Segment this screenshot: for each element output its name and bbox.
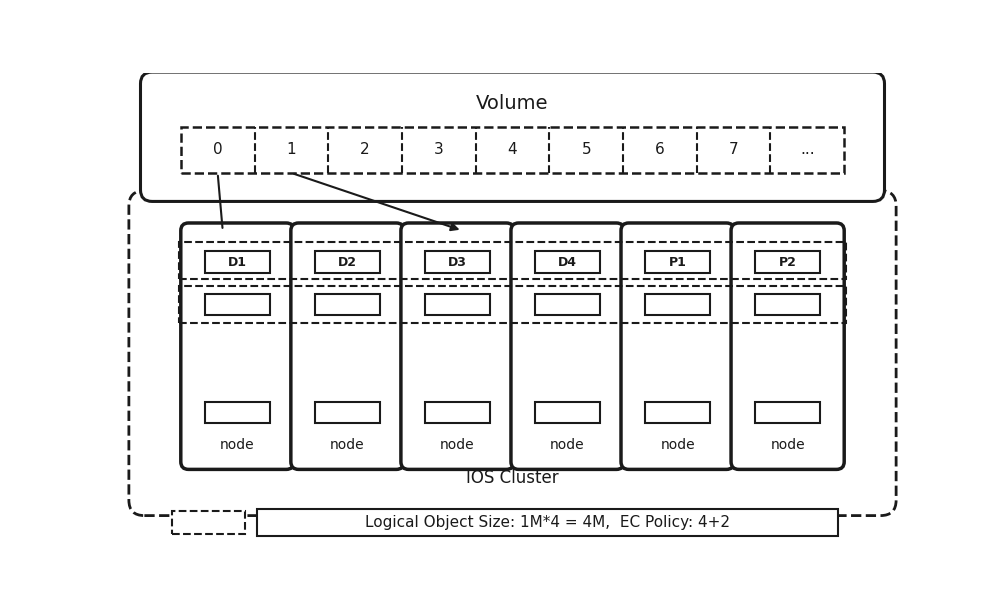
FancyBboxPatch shape <box>205 251 270 273</box>
FancyBboxPatch shape <box>315 294 380 316</box>
FancyBboxPatch shape <box>425 294 490 316</box>
Text: node: node <box>660 438 695 452</box>
FancyBboxPatch shape <box>535 402 600 423</box>
FancyBboxPatch shape <box>645 251 710 273</box>
Text: 6: 6 <box>655 142 665 157</box>
FancyBboxPatch shape <box>315 251 380 273</box>
FancyBboxPatch shape <box>755 402 820 423</box>
Text: node: node <box>220 438 255 452</box>
FancyBboxPatch shape <box>129 191 896 515</box>
Text: D3: D3 <box>448 256 467 269</box>
FancyBboxPatch shape <box>172 511 245 534</box>
FancyBboxPatch shape <box>425 402 490 423</box>
Text: 7: 7 <box>729 142 738 157</box>
Text: node: node <box>440 438 475 452</box>
Text: 2: 2 <box>360 142 370 157</box>
FancyBboxPatch shape <box>645 294 710 316</box>
Text: Volume: Volume <box>476 93 549 113</box>
Text: node: node <box>770 438 805 452</box>
Text: 0: 0 <box>213 142 222 157</box>
FancyBboxPatch shape <box>205 294 270 316</box>
FancyBboxPatch shape <box>257 509 838 537</box>
FancyBboxPatch shape <box>181 127 844 173</box>
FancyBboxPatch shape <box>511 223 624 469</box>
FancyBboxPatch shape <box>755 294 820 316</box>
Text: D4: D4 <box>558 256 577 269</box>
FancyBboxPatch shape <box>645 402 710 423</box>
FancyBboxPatch shape <box>291 223 404 469</box>
Text: ...: ... <box>800 142 815 157</box>
FancyBboxPatch shape <box>205 402 270 423</box>
FancyBboxPatch shape <box>621 223 734 469</box>
Text: IOS Cluster: IOS Cluster <box>466 469 559 487</box>
Text: 3: 3 <box>434 142 444 157</box>
FancyBboxPatch shape <box>140 72 885 202</box>
Text: Logical Object Size: 1M*4 = 4M,  EC Policy: 4+2: Logical Object Size: 1M*4 = 4M, EC Polic… <box>365 515 730 530</box>
Text: 5: 5 <box>581 142 591 157</box>
FancyBboxPatch shape <box>535 251 600 273</box>
Text: 1: 1 <box>287 142 296 157</box>
FancyBboxPatch shape <box>181 223 294 469</box>
Text: D2: D2 <box>338 256 357 269</box>
FancyBboxPatch shape <box>731 223 844 469</box>
FancyBboxPatch shape <box>401 223 514 469</box>
FancyBboxPatch shape <box>755 251 820 273</box>
Text: P1: P1 <box>669 256 687 269</box>
FancyBboxPatch shape <box>425 251 490 273</box>
FancyBboxPatch shape <box>535 294 600 316</box>
Text: node: node <box>550 438 585 452</box>
Text: node: node <box>330 438 365 452</box>
Text: P2: P2 <box>779 256 797 269</box>
FancyBboxPatch shape <box>315 402 380 423</box>
Text: 4: 4 <box>508 142 517 157</box>
Text: D1: D1 <box>228 256 247 269</box>
